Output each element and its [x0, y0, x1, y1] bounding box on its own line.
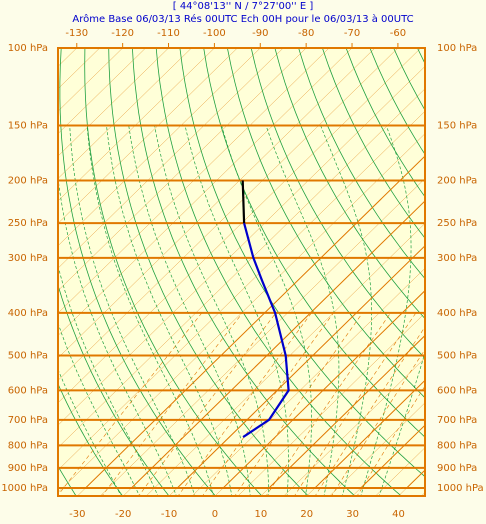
isotherm-major — [131, 200, 425, 489]
x-tick-label: -30 — [69, 509, 85, 520]
isotherm — [58, 48, 284, 269]
y-tick-label: 300 hPa — [8, 253, 48, 264]
mixing-ratio-line — [202, 312, 334, 496]
chart-title: [ 44°08'13'' N / 7°27'00'' E ] — [173, 1, 314, 12]
isotherm — [58, 48, 422, 404]
top-tick-label: -80 — [298, 28, 314, 39]
x-tick-label: 30 — [346, 509, 359, 520]
top-tick-label: -130 — [65, 28, 88, 39]
temperature-profile — [242, 222, 290, 439]
isotherm — [58, 48, 238, 224]
top-tick-label: -90 — [252, 28, 268, 39]
y2-tick-label: 300 hPa — [437, 253, 477, 264]
temperature-profile — [241, 180, 246, 224]
y-tick-label: 500 hPa — [8, 351, 48, 362]
y2-tick-label: 600 hPa — [437, 385, 477, 396]
y-tick-label: 150 hPa — [8, 120, 48, 131]
mixing-ratio-line — [331, 348, 425, 496]
isotherm — [58, 48, 261, 247]
y-tick-label: 100 hPa — [8, 43, 48, 54]
y2-tick-label: 250 hPa — [437, 218, 477, 229]
mixing-ratio-line — [234, 312, 363, 496]
y-tick-label: 900 hPa — [8, 463, 48, 474]
isotherm-major — [222, 289, 425, 489]
mixing-ratio-line — [294, 312, 417, 496]
dry-adiabat — [58, 382, 124, 496]
isotherm — [58, 48, 330, 314]
y2-tick-label: 800 hPa — [437, 440, 477, 451]
x-tick-label: -20 — [115, 509, 131, 520]
mixing-ratio-line — [58, 312, 203, 496]
isotherm-major — [85, 155, 425, 489]
y-tick-label: 1000 hPa — [1, 483, 48, 494]
top-tick-label: -110 — [157, 28, 180, 39]
isotherm — [58, 48, 169, 157]
dry-adiabat — [478, 28, 486, 497]
x-tick-label: 10 — [254, 509, 267, 520]
top-tick-label: -70 — [344, 28, 360, 39]
y-tick-label: 200 hPa — [8, 175, 48, 186]
isotherm — [58, 48, 307, 291]
x-tick-label: 40 — [392, 509, 405, 520]
mixing-ratio-line — [265, 312, 391, 496]
isotherm-major — [268, 334, 425, 489]
y2-tick-label: 200 hPa — [437, 175, 477, 186]
x-tick-label: 0 — [212, 509, 218, 520]
isotherm — [58, 48, 192, 179]
plot-background — [58, 48, 425, 496]
isotherm — [0, 28, 6, 497]
mixing-ratio-line — [177, 312, 312, 496]
y2-tick-label: 900 hPa — [437, 463, 477, 474]
y2-tick-label: 700 hPa — [437, 415, 477, 426]
isotherm — [58, 48, 353, 336]
y2-tick-label: 400 hPa — [437, 308, 477, 319]
x-tick-label: 20 — [300, 509, 313, 520]
mixing-ratio-line — [356, 385, 425, 496]
x-tick-label: -10 — [161, 509, 177, 520]
y2-tick-label: 150 hPa — [437, 120, 477, 131]
y2-tick-label: 1000 hPa — [437, 483, 484, 494]
y-tick-label: 800 hPa — [8, 440, 48, 451]
y2-tick-label: 100 hPa — [437, 43, 477, 54]
y-tick-label: 700 hPa — [8, 415, 48, 426]
y2-tick-label: 500 hPa — [437, 351, 477, 362]
y-tick-label: 250 hPa — [8, 218, 48, 229]
top-tick-label: -120 — [111, 28, 134, 39]
isotherm — [58, 48, 215, 202]
isotherm-major — [314, 379, 425, 489]
dry-adiabat — [58, 283, 170, 496]
top-tick-label: -60 — [390, 28, 406, 39]
y-tick-label: 400 hPa — [8, 308, 48, 319]
isotherm — [58, 48, 376, 359]
chart-subtitle: Arôme Base 06/03/13 Rés 00UTC Ech 00H po… — [72, 13, 413, 25]
top-tick-label: -100 — [203, 28, 226, 39]
mixing-ratio-line — [314, 326, 425, 496]
isotherm-major — [176, 245, 425, 489]
isotherm — [58, 48, 124, 112]
isotherm — [58, 48, 399, 381]
y-tick-label: 600 hPa — [8, 385, 48, 396]
